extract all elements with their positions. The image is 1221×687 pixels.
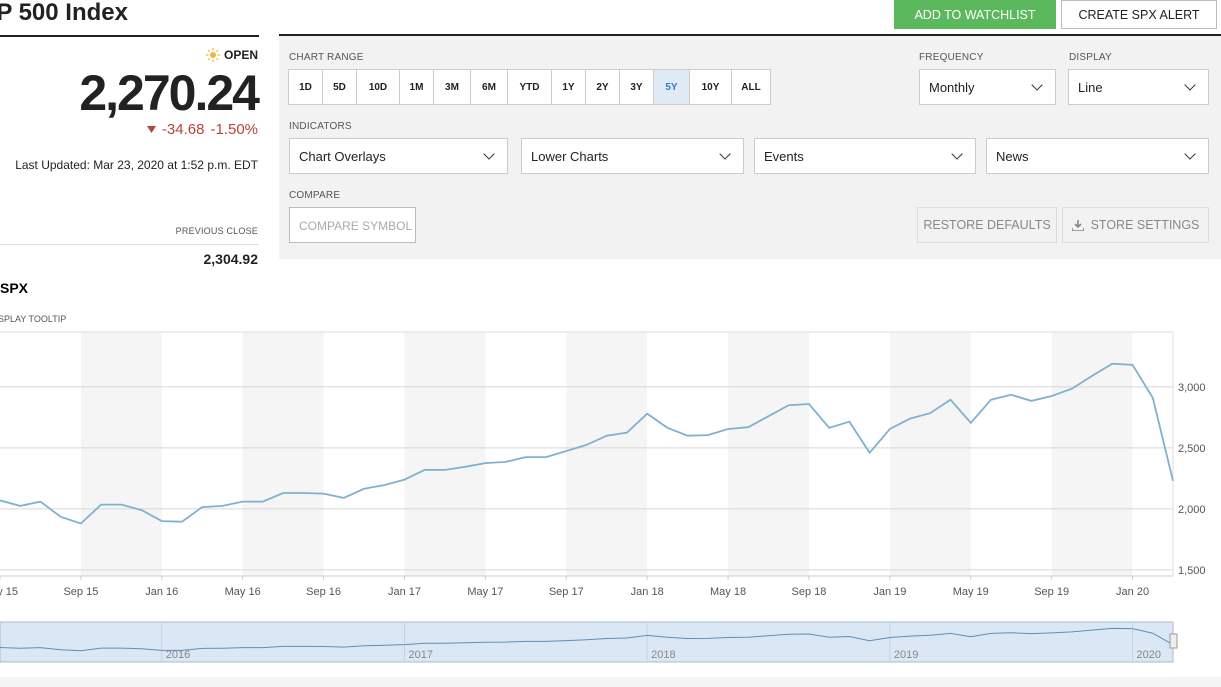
navigator-label: 2018	[651, 649, 675, 661]
range-button[interactable]: 1M	[399, 69, 434, 105]
alert-button[interactable]: CREATE SPX ALERT	[1061, 0, 1217, 29]
navigator-label: 2016	[166, 649, 190, 661]
bottom-shadow	[0, 677, 1221, 687]
navigator-label: 2020	[1137, 649, 1161, 661]
background-band	[566, 332, 648, 576]
change-value: -34.68	[161, 121, 205, 138]
y-tick-label: 2,500	[1178, 443, 1206, 455]
change-percent: -1.50%	[210, 121, 258, 138]
x-tick-label: May 19	[953, 586, 989, 598]
x-tick-label: Jan 17	[388, 586, 421, 598]
y-tick-label: 2,000	[1178, 504, 1206, 516]
x-tick-label: Sep 17	[549, 586, 584, 598]
background-band	[1051, 332, 1133, 576]
x-tick-label: Sep 18	[792, 586, 827, 598]
indicator-text: Chart Overlays	[299, 148, 386, 164]
price-line	[0, 362, 1174, 525]
frequency-label: FREQUENCY	[919, 52, 984, 63]
restore-button[interactable]: RESTORE DEFAULTS	[917, 207, 1057, 243]
indicator-select[interactable]: Events	[754, 138, 976, 174]
range-button[interactable]: 3Y	[619, 69, 654, 105]
indicator-text: Lower Charts	[531, 148, 609, 164]
x-tick-label: Sep 19	[1034, 586, 1069, 598]
change: -34.68 -1.50%	[146, 121, 258, 138]
background-band	[242, 332, 324, 576]
navigator-line	[0, 627, 1174, 652]
background-band	[728, 332, 809, 576]
display-label: DISPLAY	[1069, 52, 1112, 63]
indicator-text: News	[996, 148, 1029, 164]
tooltip-toggle[interactable]: DISPLAY TOOLTIP	[0, 314, 66, 324]
range-button[interactable]: 1D	[288, 69, 323, 105]
x-tick-label: Jan 18	[631, 586, 664, 598]
navigator	[0, 621, 1174, 663]
previous-close-label: PREVIOUS CLOSE	[175, 226, 258, 236]
page-title: S&P 500 Index	[0, 0, 128, 26]
store-button[interactable]: STORE SETTINGS	[1062, 207, 1209, 243]
range-button[interactable]: 5D	[322, 69, 357, 105]
sun-icon	[205, 48, 220, 62]
watchlist-button[interactable]: ADD TO WATCHLIST	[894, 0, 1056, 29]
x-tick-label: Sep 15	[63, 586, 98, 598]
x-tick-label: May 17	[467, 586, 503, 598]
compare-placeholder: COMPARE SYMBOL	[299, 219, 413, 233]
price: 2,270.24	[79, 65, 260, 121]
range-button[interactable]: 10Y	[689, 69, 732, 105]
range-button[interactable]: 6M	[470, 69, 508, 105]
range-button[interactable]: 10D	[356, 69, 400, 105]
x-tick-label: Jan 16	[145, 586, 178, 598]
x-tick-label: Sep 16	[306, 586, 341, 598]
previous-close: 2,304.92	[203, 251, 259, 267]
divider	[0, 35, 259, 37]
navigator-handle[interactable]	[1169, 633, 1178, 649]
display-select[interactable]: Line	[1068, 69, 1209, 105]
range-buttons: 1D 5D 10D 1M 3M 6M YTD 1Y 2Y 3Y 5Y 10Y ALL	[288, 69, 771, 105]
frequency-select[interactable]: Monthly	[919, 69, 1056, 105]
background-band	[80, 332, 162, 576]
indicators-label: INDICATORS	[289, 121, 352, 132]
x-tick-label: May 15	[0, 586, 18, 598]
status-text: OPEN	[223, 48, 258, 62]
chart-symbol: SPX	[0, 280, 29, 296]
x-tick-label: May 16	[225, 586, 261, 598]
y-tick-label: 1,500	[1178, 565, 1206, 577]
range-button[interactable]: 5Y	[653, 69, 690, 105]
navigator-label: 2019	[894, 649, 918, 661]
frequency-value: Monthly	[929, 79, 975, 95]
market-status: OPEN	[205, 48, 258, 62]
range-button[interactable]: YTD	[507, 69, 552, 105]
chart-range-label: CHART RANGE	[289, 52, 364, 63]
background-band	[404, 332, 486, 576]
y-tick-label: 3,000	[1178, 382, 1206, 394]
compare-label: COMPARE	[289, 190, 341, 201]
store-text: STORE SETTINGS	[1090, 218, 1200, 232]
range-button[interactable]: 2Y	[585, 69, 620, 105]
navigator-label: 2017	[408, 649, 432, 661]
compare-input[interactable]: COMPARE SYMBOL	[289, 207, 416, 243]
divider	[0, 244, 259, 245]
range-button[interactable]: ALL	[731, 69, 771, 105]
x-tick-label: Jan 20	[1116, 586, 1149, 598]
indicator-select[interactable]: Chart Overlays	[289, 138, 508, 174]
last-updated: Last Updated: Mar 23, 2020 at 1:52 p.m. …	[15, 158, 258, 172]
download-icon	[1071, 219, 1084, 231]
indicator-select[interactable]: Lower Charts	[521, 138, 744, 174]
indicator-select[interactable]: News	[986, 138, 1209, 174]
down-arrow	[146, 126, 156, 133]
x-tick-label: May 18	[710, 586, 746, 598]
indicator-text: Events	[764, 148, 804, 164]
range-button[interactable]: 1Y	[551, 69, 586, 105]
x-tick-label: Jan 19	[873, 586, 906, 598]
range-button[interactable]: 3M	[433, 69, 471, 105]
background-band	[889, 332, 971, 576]
display-value: Line	[1078, 79, 1103, 95]
